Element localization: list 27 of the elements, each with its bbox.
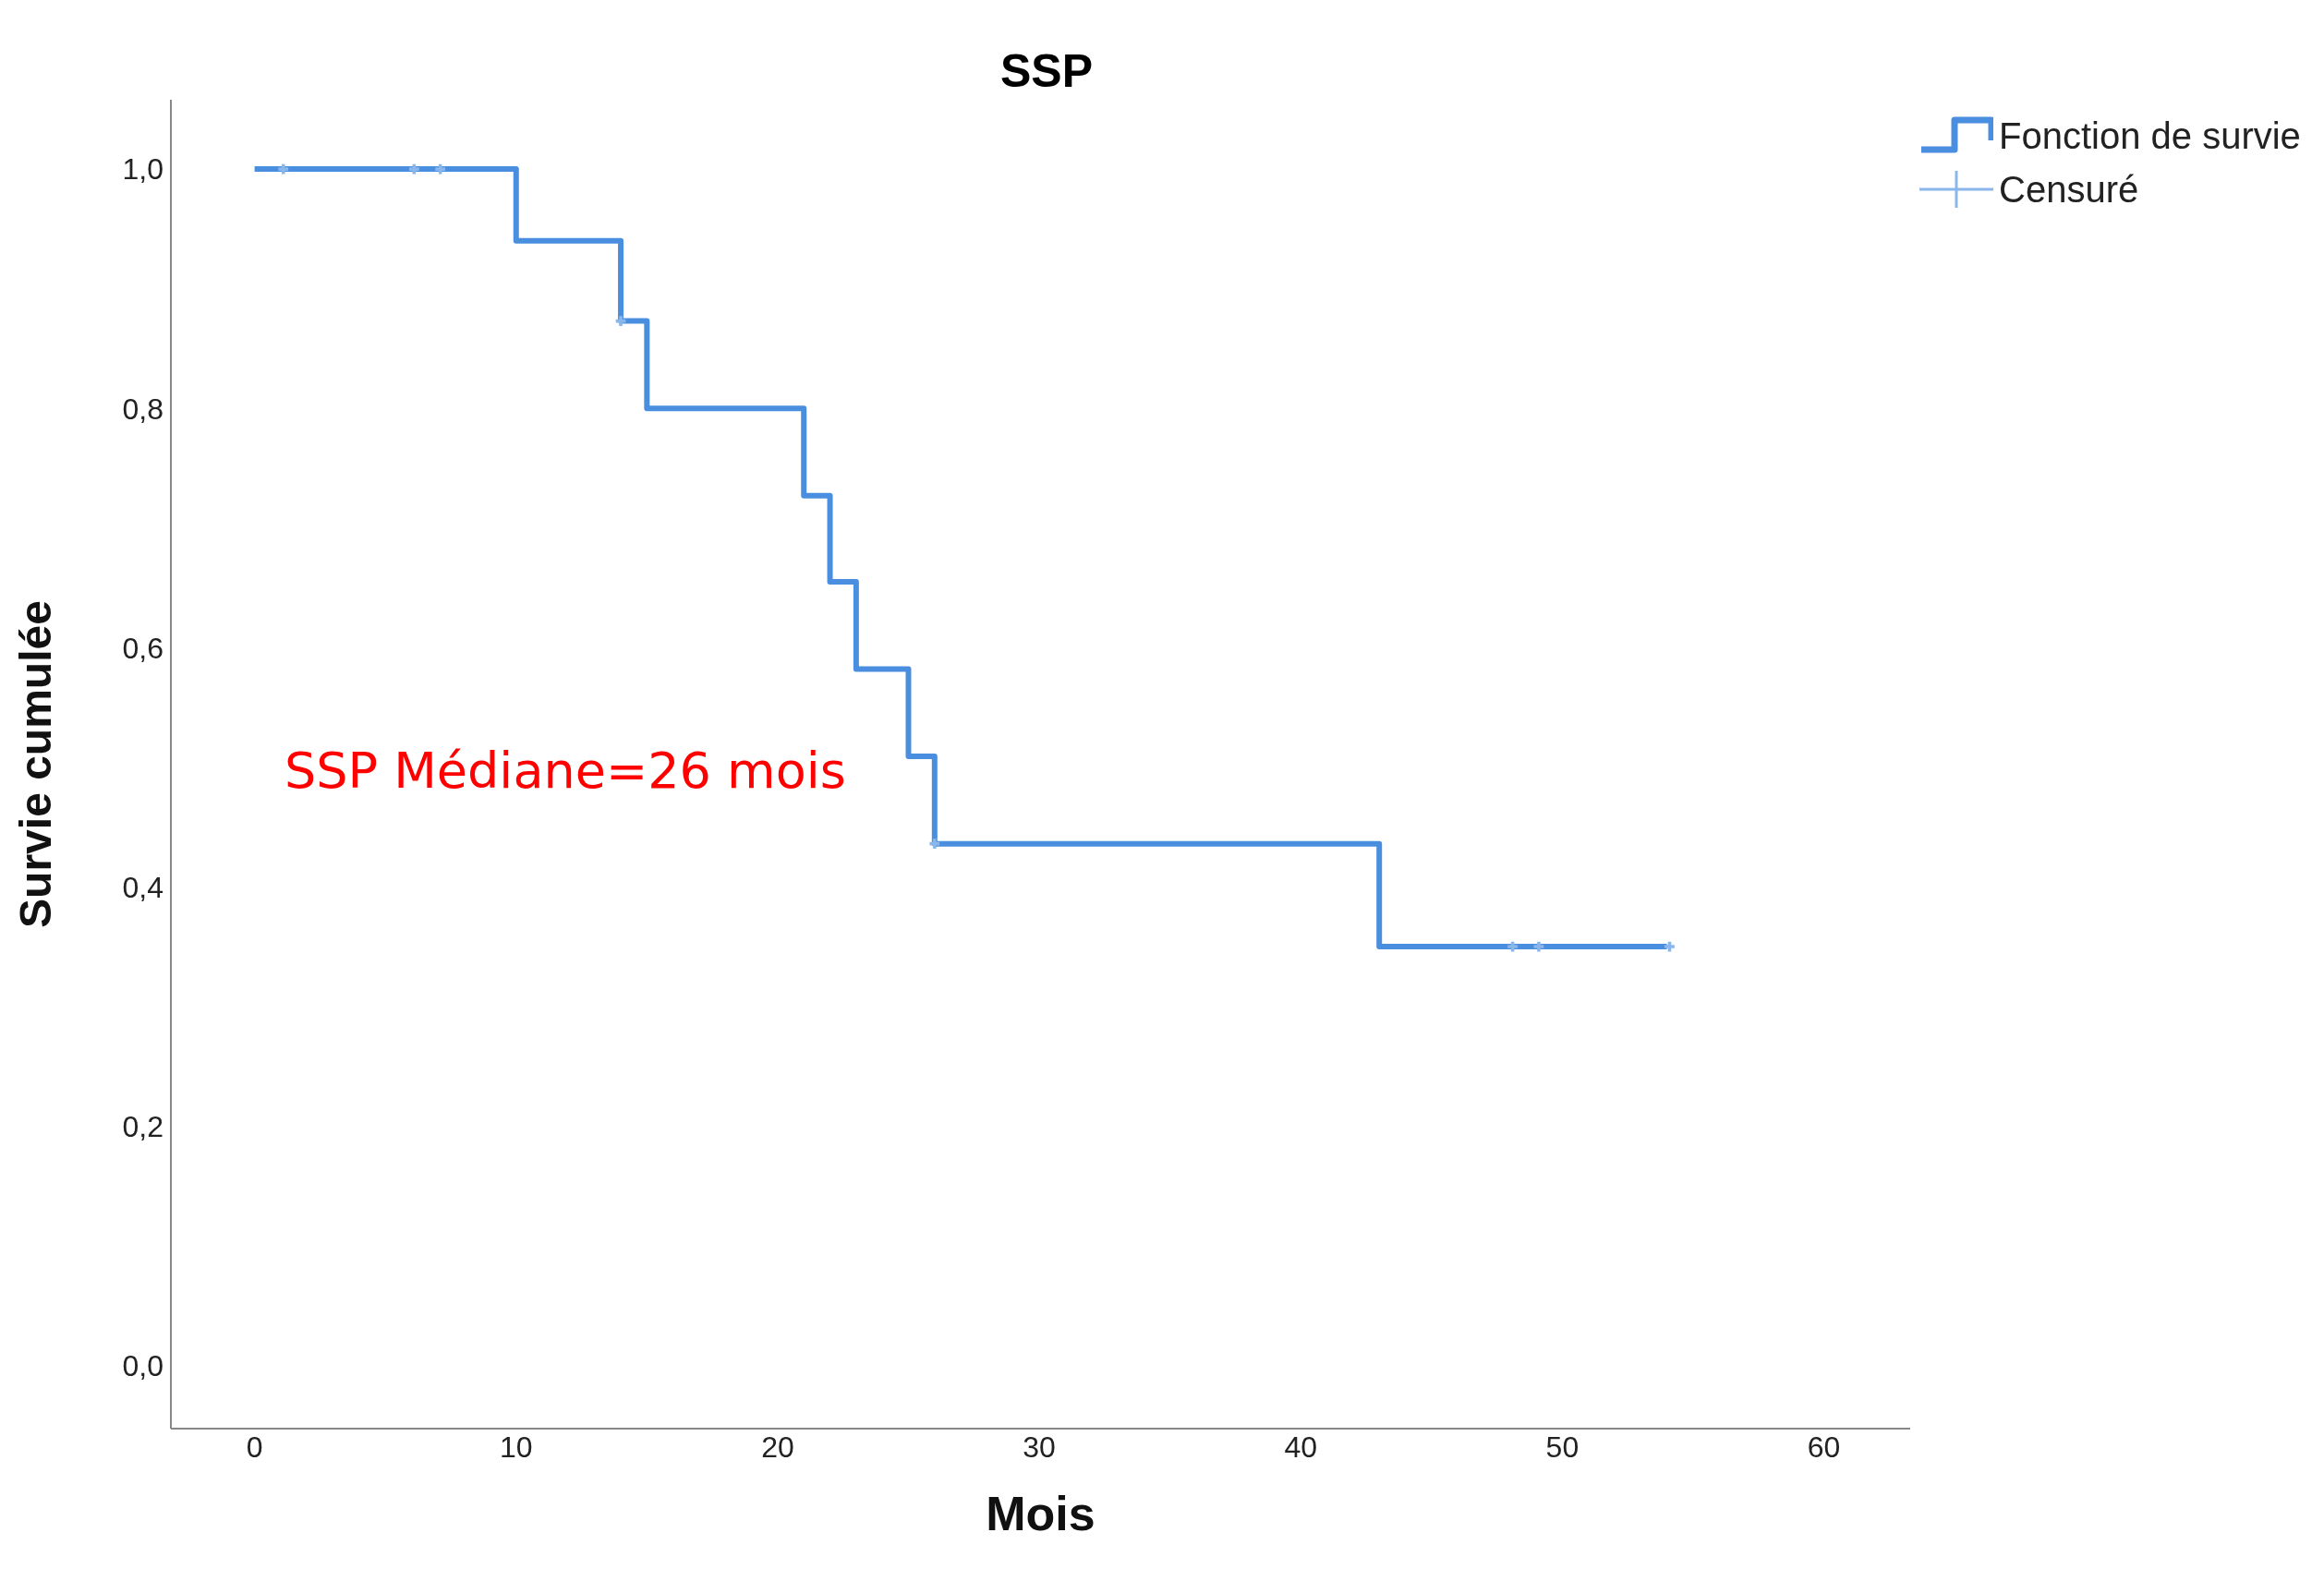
y-tick-label: 0,0 [122, 1348, 163, 1382]
y-tick-label: 0,2 [122, 1109, 163, 1143]
point [1533, 941, 1544, 952]
point [408, 163, 419, 175]
x-tick-label: 10 [499, 1430, 533, 1464]
y-tick-label: 1,0 [122, 152, 163, 187]
point [615, 316, 626, 326]
point [929, 839, 940, 849]
x-tick-label: 20 [761, 1430, 794, 1464]
legend-label: Censuré [1999, 168, 2139, 211]
y-tick-label: 0,8 [122, 392, 163, 426]
legend-label: Fonction de survie [1999, 115, 2301, 157]
point [1664, 941, 1675, 952]
y-tick-label: 0,4 [122, 870, 163, 904]
x-tick-label: 50 [1545, 1430, 1580, 1464]
x-axis-title: Mois [986, 1487, 1095, 1540]
y-tick-label: 0,6 [122, 631, 163, 665]
point [278, 163, 289, 175]
chart-title: SSP [999, 44, 1095, 98]
x-tick-label: 0 [246, 1430, 263, 1464]
point [1507, 941, 1518, 952]
annotation: SSP Médiane=26 mois [284, 742, 846, 800]
x-tick-label: 60 [1807, 1430, 1841, 1464]
x-tick-label: 40 [1284, 1430, 1318, 1464]
point [435, 163, 446, 175]
y-axis-title: Survie cumulée [11, 600, 61, 928]
x-tick-label: 30 [1023, 1430, 1056, 1464]
